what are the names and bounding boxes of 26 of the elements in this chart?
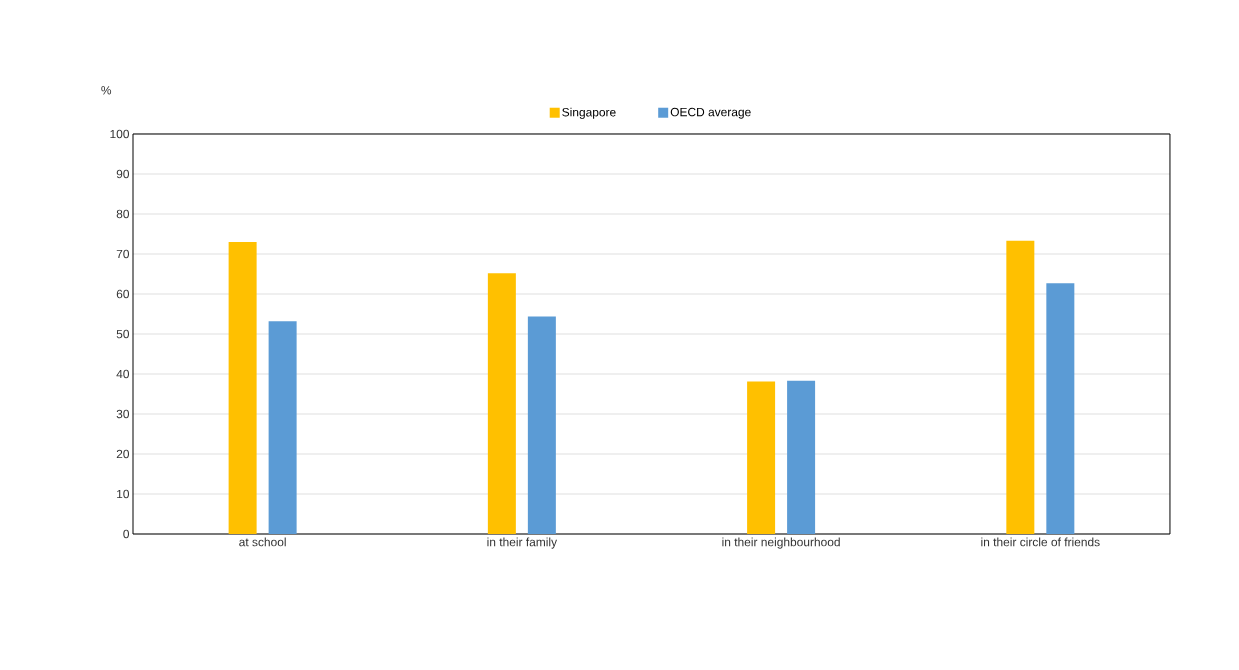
y-tick-label: 50 xyxy=(116,329,130,339)
y-tick-label: 0 xyxy=(123,529,130,539)
y-tick-label: 70 xyxy=(116,249,130,259)
legend-label: Singapore xyxy=(562,107,616,119)
bar xyxy=(527,316,556,534)
y-axis-title: % xyxy=(101,86,112,95)
y-tick-label: 40 xyxy=(116,369,130,379)
x-tick-label: in their neighbourhood xyxy=(722,537,840,549)
bar xyxy=(1046,283,1075,534)
x-tick-label: at school xyxy=(239,537,286,547)
y-tick-label: 20 xyxy=(116,449,130,459)
y-tick-label: 10 xyxy=(117,489,130,499)
bar xyxy=(747,381,776,534)
y-tick-label: 60 xyxy=(116,289,130,299)
bar xyxy=(228,242,257,534)
bar xyxy=(787,380,816,534)
bar xyxy=(487,273,516,534)
y-tick-label: 90 xyxy=(116,169,130,179)
x-tick-label: in their circle of friends xyxy=(981,537,1100,547)
legend-label: OECD average xyxy=(670,107,751,119)
bar xyxy=(268,321,297,534)
x-tick-label: in their family xyxy=(487,537,558,549)
y-tick-label: 80 xyxy=(116,209,130,219)
y-tick-label: 30 xyxy=(116,409,130,419)
y-tick-label: 100 xyxy=(110,129,130,139)
bar xyxy=(1006,240,1035,534)
